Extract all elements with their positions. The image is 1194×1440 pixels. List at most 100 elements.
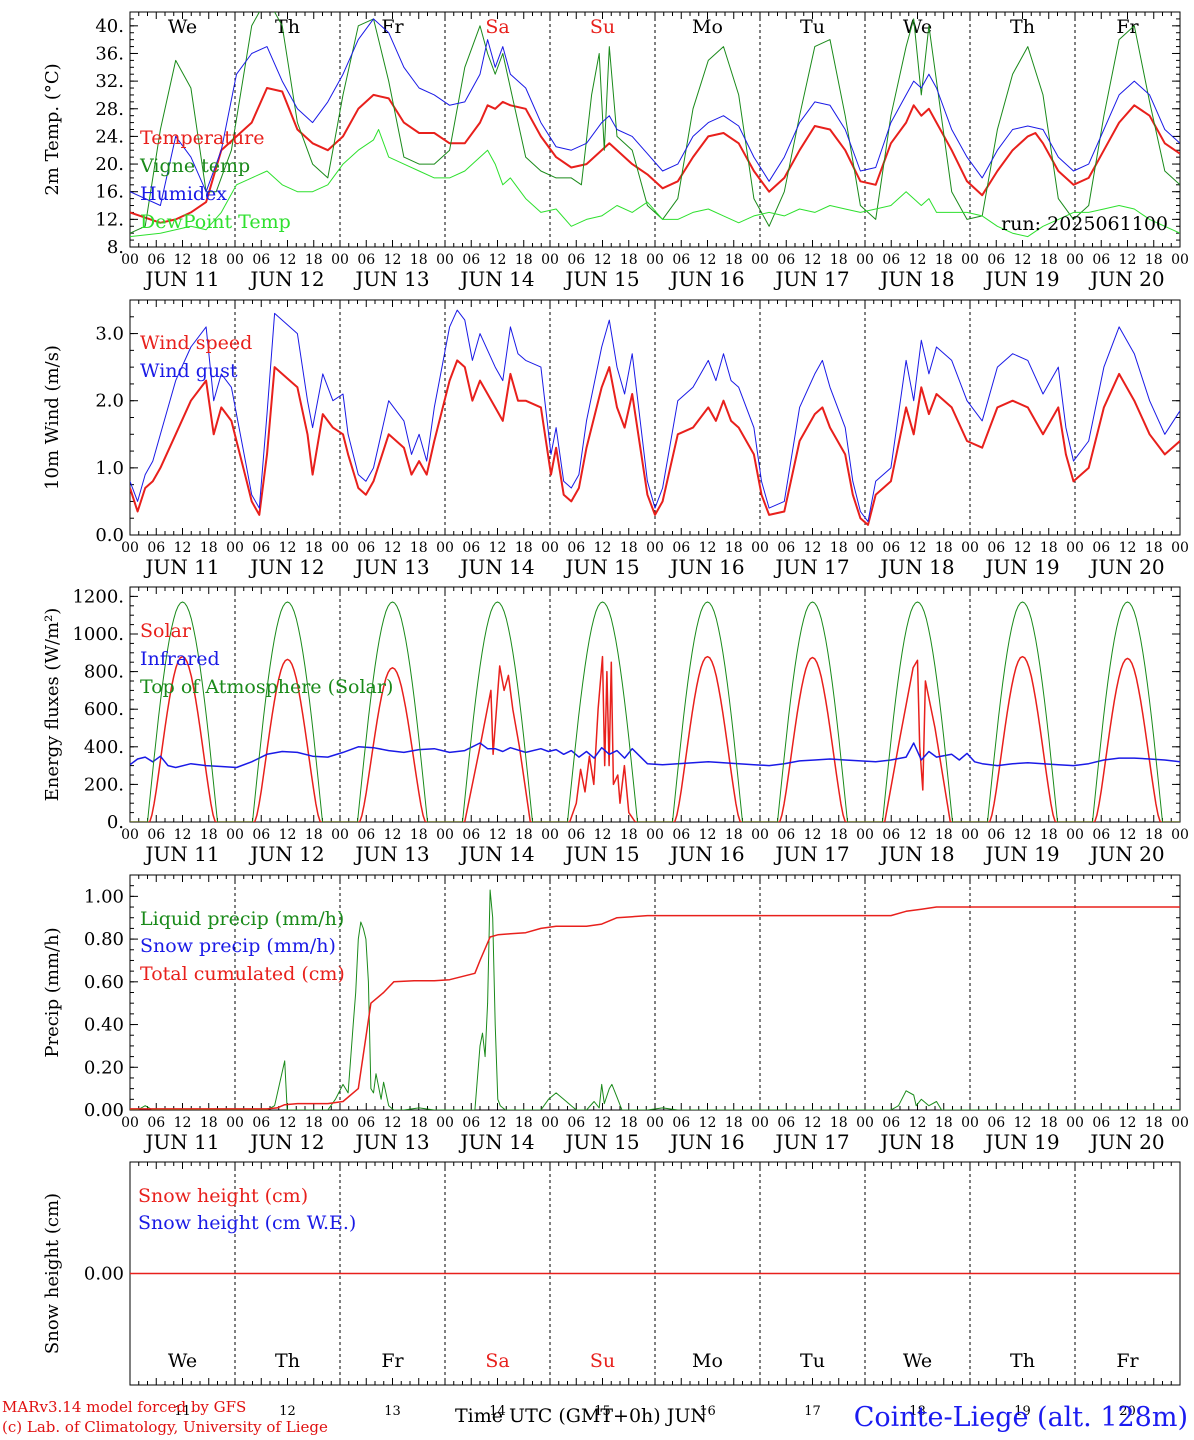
day-number: 19: [1014, 1404, 1031, 1419]
date-label: JUN 15: [563, 555, 639, 579]
hour-label: 00: [646, 252, 664, 268]
date-label: JUN 18: [878, 267, 954, 291]
hour-label: 00: [961, 827, 979, 843]
legend-entry: Humidex: [140, 183, 227, 205]
y-tick-label: 200.: [84, 774, 124, 795]
hour-label: 00: [331, 1115, 349, 1131]
legend-entry: Snow precip (mm/h): [140, 935, 336, 957]
hour-label: 06: [147, 827, 165, 843]
hour-label: 06: [147, 540, 165, 556]
hour-label: 06: [987, 540, 1005, 556]
y-tick-label: 400.: [84, 737, 124, 758]
hour-label: 12: [174, 252, 192, 268]
hour-label: 00: [1171, 252, 1189, 268]
hour-label: 06: [462, 540, 480, 556]
y-tick-label: 40.: [95, 16, 124, 37]
hour-label: 12: [279, 827, 297, 843]
series-line-infrared: [130, 742, 1180, 769]
hour-label: 12: [174, 827, 192, 843]
hour-label: 12: [804, 1115, 822, 1131]
hour-label: 12: [804, 540, 822, 556]
day-name: Mo: [692, 1350, 723, 1372]
date-label: JUN 12: [248, 842, 324, 866]
hour-label: 12: [174, 540, 192, 556]
y-tick-label: 20.: [95, 154, 124, 175]
series-line-wind-speed: [130, 359, 1180, 526]
hour-label: 00: [856, 1115, 874, 1131]
legend-entry: Wind speed: [140, 332, 252, 354]
y-tick-label: 1.0: [95, 458, 124, 479]
hour-label: 12: [1119, 827, 1137, 843]
date-label: JUN 18: [878, 842, 954, 866]
hour-label: 00: [331, 252, 349, 268]
hour-label: 00: [1066, 252, 1084, 268]
hour-label: 18: [1145, 1115, 1163, 1131]
y-axis-title: Precip (mm/h): [42, 927, 63, 1057]
hour-label: 06: [672, 1115, 690, 1131]
y-tick-label: 28.: [95, 99, 124, 120]
hour-label: 12: [384, 827, 402, 843]
hour-label: 06: [462, 252, 480, 268]
hour-label: 06: [147, 1115, 165, 1131]
hour-label: 06: [672, 827, 690, 843]
hour-label: 18: [725, 1115, 743, 1131]
y-tick-label: 0.00: [84, 1100, 124, 1121]
hour-label: 06: [567, 252, 585, 268]
date-label: JUN 13: [353, 1130, 429, 1154]
hour-label: 18: [200, 1115, 218, 1131]
day-number: 12: [279, 1404, 296, 1419]
hour-label: 06: [1092, 827, 1110, 843]
day-name: Th: [275, 16, 300, 38]
series-group: [130, 12, 1180, 238]
date-label: JUN 11: [143, 1130, 219, 1154]
y-tick-label: 0.60: [84, 972, 124, 993]
hour-label: 06: [777, 540, 795, 556]
hour-label: 00: [646, 540, 664, 556]
date-label: JUN 16: [668, 267, 744, 291]
hour-label: 18: [410, 1115, 428, 1131]
date-label: JUN 16: [668, 1130, 744, 1154]
hour-label: 12: [699, 1115, 717, 1131]
time-axis-label: Time UTC (GMT+0h) JUN: [455, 1405, 707, 1427]
y-tick-label: 0.20: [84, 1057, 124, 1078]
hour-label: 00: [751, 252, 769, 268]
date-label: JUN 17: [773, 842, 849, 866]
hour-label: 00: [961, 252, 979, 268]
hour-label: 06: [777, 252, 795, 268]
date-label: JUN 13: [353, 267, 429, 291]
hour-label: 18: [200, 827, 218, 843]
hour-label: 12: [909, 540, 927, 556]
hour-label: 12: [594, 252, 612, 268]
date-label: JUN 12: [248, 267, 324, 291]
legend-entry: Solar: [140, 620, 192, 642]
hour-label: 18: [725, 827, 743, 843]
hour-label: 12: [1119, 252, 1137, 268]
date-label: JUN 14: [458, 267, 534, 291]
hour-label: 06: [252, 540, 270, 556]
date-label: JUN 17: [773, 1130, 849, 1154]
y-axis-title: 10m Wind (m/s): [42, 345, 63, 490]
legend-entry: Vigne temp: [139, 155, 250, 177]
date-label: JUN 11: [143, 842, 219, 866]
hour-label: 18: [410, 252, 428, 268]
date-label: JUN 20: [1088, 842, 1164, 866]
hour-label: 00: [1066, 827, 1084, 843]
date-label: JUN 14: [458, 842, 534, 866]
y-axis-title: Snow height (cm): [42, 1193, 63, 1354]
hour-label: 06: [147, 252, 165, 268]
series-line-temperature: [130, 87, 1180, 224]
hour-label: 12: [279, 540, 297, 556]
series-group: [130, 601, 1180, 822]
hour-label: 12: [909, 827, 927, 843]
y-tick-label: 1200.: [72, 586, 124, 607]
series-line-top-of-atmosphere-solar: [130, 601, 1180, 822]
hour-label: 18: [935, 540, 953, 556]
date-label: JUN 15: [563, 267, 639, 291]
hour-label: 18: [620, 252, 638, 268]
day-name: Fr: [381, 1350, 404, 1372]
legend-entry: Temperature: [140, 127, 264, 149]
hour-label: 00: [856, 252, 874, 268]
hour-label: 00: [436, 1115, 454, 1131]
